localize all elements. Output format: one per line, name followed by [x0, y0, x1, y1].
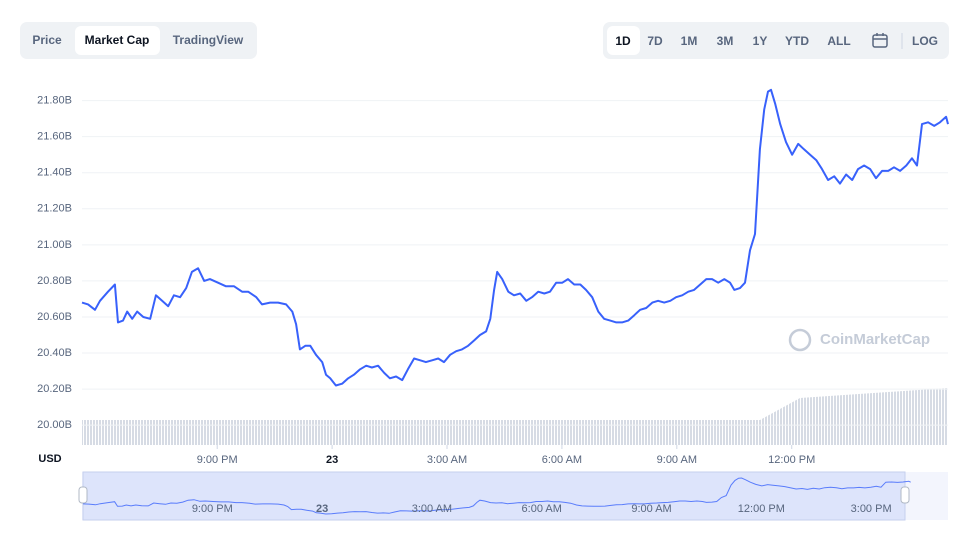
y-tick-label: 20.20B: [37, 383, 72, 395]
x-tick-label: 12:00 PM: [768, 454, 815, 466]
x-tick-label: 3:00 AM: [427, 454, 467, 466]
volume-bars: [82, 388, 948, 445]
tab-selected: [75, 26, 160, 55]
y-tick-label: 21.20B: [37, 203, 72, 215]
range-button[interactable]: 1D: [615, 34, 631, 48]
navigator-tick-label: 12:00 PM: [738, 503, 785, 515]
range-group: [603, 22, 949, 59]
range-button[interactable]: 3M: [717, 34, 734, 48]
x-tick-label: 23: [326, 454, 338, 466]
y-tick-label: 20.60B: [37, 311, 72, 323]
range-button[interactable]: 1Y: [753, 34, 768, 48]
range-button[interactable]: 7D: [647, 34, 663, 48]
x-tick-label: 6:00 AM: [542, 454, 582, 466]
y-tick-label: 21.60B: [37, 131, 72, 143]
navigator-handle[interactable]: [900, 486, 910, 504]
tab[interactable]: Price: [32, 33, 62, 47]
log-toggle[interactable]: LOG: [912, 34, 938, 48]
navigator-tick-label: 9:00 PM: [192, 503, 233, 515]
calendar-icon[interactable]: [872, 33, 888, 48]
y-tick-label: 20.00B: [37, 419, 72, 431]
navigator-tick-label: 6:00 AM: [522, 503, 562, 515]
watermark: CoinMarketCap: [788, 328, 930, 352]
y-tick-label: 21.00B: [37, 239, 72, 251]
navigator-tick-label: 3:00 AM: [412, 503, 452, 515]
navigator-tick-label: 9:00 AM: [631, 503, 671, 515]
watermark-text: CoinMarketCap: [820, 331, 930, 348]
x-tick-label: 9:00 AM: [657, 454, 697, 466]
y-tick-label: 20.80B: [37, 275, 72, 287]
range-button[interactable]: ALL: [827, 34, 850, 48]
price-line: [81, 88, 949, 387]
y-tick-label: 21.40B: [37, 167, 72, 179]
y-tick-label: 20.40B: [37, 347, 72, 359]
navigator-tick-label: 23: [316, 503, 328, 515]
range-button[interactable]: YTD: [785, 34, 809, 48]
tab[interactable]: Market Cap: [85, 33, 150, 47]
navigator-tick-label: 3:00 PM: [851, 503, 892, 515]
range-button[interactable]: 1M: [681, 34, 698, 48]
y-tick-label: 21.80B: [37, 95, 72, 107]
currency-label: USD: [38, 453, 61, 465]
navigator-handle[interactable]: [78, 486, 88, 504]
x-tick-label: 9:00 PM: [197, 454, 238, 466]
tab[interactable]: TradingView: [173, 33, 244, 47]
navigator-line: [83, 477, 911, 515]
range-selected: [607, 26, 640, 55]
